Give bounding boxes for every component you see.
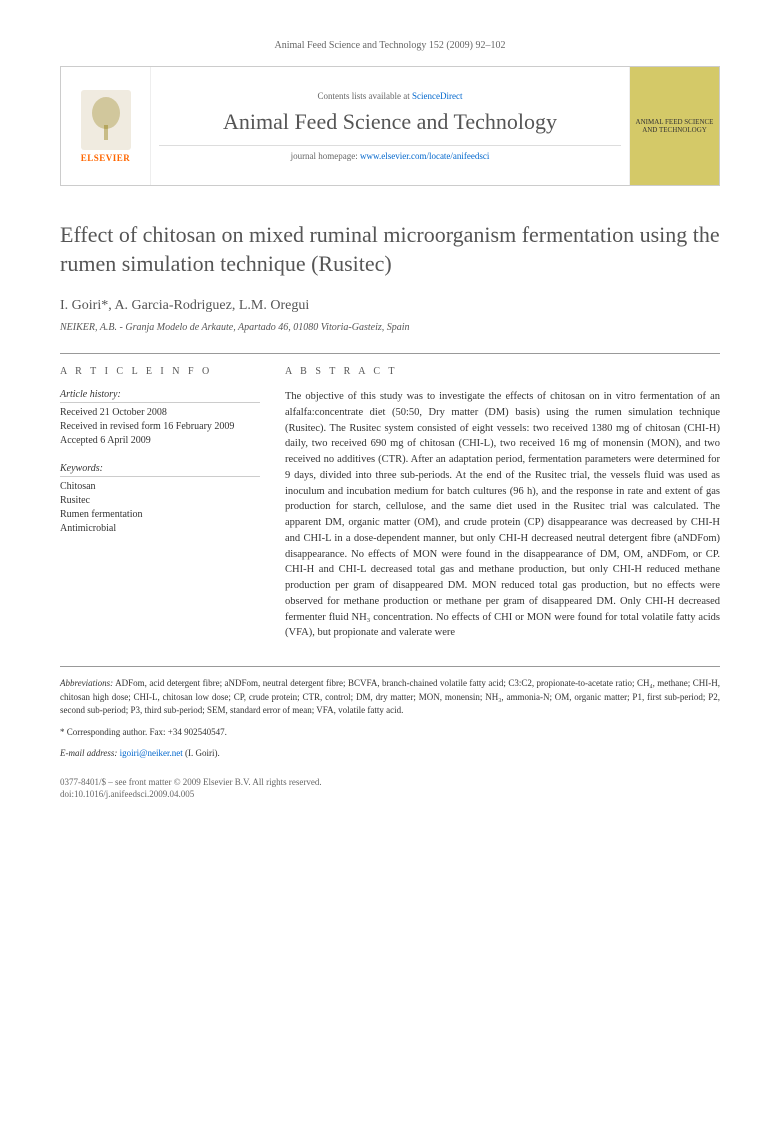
abbreviations-para: Abbreviations: ADFom, acid detergent fib…: [60, 677, 720, 718]
abstract-body: The objective of this study was to inves…: [285, 389, 720, 641]
footer-section: Abbreviations: ADFom, acid detergent fib…: [60, 666, 720, 801]
doi-line: doi:10.1016/j.anifeedsci.2009.04.005: [60, 788, 720, 801]
info-abstract-columns: A R T I C L E I N F O Article history: R…: [60, 366, 720, 641]
abstract-column: A B S T R A C T The objective of this st…: [285, 366, 720, 641]
homepage-prefix: journal homepage:: [291, 151, 360, 161]
keyword-2: Rusitec: [60, 494, 260, 508]
journal-name: Animal Feed Science and Technology: [223, 109, 557, 135]
journal-cover-thumbnail[interactable]: ANIMAL FEED SCIENCE AND TECHNOLOGY: [629, 67, 719, 185]
homepage-link[interactable]: www.elsevier.com/locate/anifeedsci: [360, 151, 489, 161]
corresponding-text: Fax: +34 902540547.: [150, 727, 227, 737]
journal-header-box: ELSEVIER Contents lists available at Sci…: [60, 66, 720, 186]
author-list: I. Goiri*, A. Garcia-Rodriguez, L.M. Ore…: [60, 298, 720, 314]
keywords-block: Keywords: Chitosan Rusitec Rumen ferment…: [60, 463, 260, 536]
section-divider: [60, 353, 720, 354]
publisher-name: ELSEVIER: [81, 153, 131, 163]
keyword-1: Chitosan: [60, 480, 260, 494]
corresponding-author-para: * Corresponding author. Fax: +34 9025405…: [60, 726, 720, 740]
copyright-line-1: 0377-8401/$ – see front matter © 2009 El…: [60, 776, 720, 789]
abbreviations-text: ADFom, acid detergent fibre; aNDFom, neu…: [60, 678, 720, 715]
corresponding-email-link[interactable]: igoiri@neiker.net: [120, 748, 183, 758]
journal-center-info: Contents lists available at ScienceDirec…: [151, 67, 629, 185]
history-line-2: Received in revised form 16 February 200…: [60, 420, 260, 434]
article-history-block: Article history: Received 21 October 200…: [60, 389, 260, 448]
history-label: Article history:: [60, 389, 260, 403]
affiliation: NEIKER, A.B. - Granja Modelo de Arkaute,…: [60, 322, 720, 333]
email-label: E-mail address:: [60, 748, 117, 758]
history-line-3: Accepted 6 April 2009: [60, 434, 260, 448]
email-para: E-mail address: igoiri@neiker.net (I. Go…: [60, 747, 720, 761]
sciencedirect-link[interactable]: ScienceDirect: [412, 91, 462, 101]
homepage-line: journal homepage: www.elsevier.com/locat…: [159, 145, 621, 161]
contents-available-line: Contents lists available at ScienceDirec…: [318, 91, 463, 101]
article-info-heading: A R T I C L E I N F O: [60, 366, 260, 377]
publisher-logo[interactable]: ELSEVIER: [61, 67, 151, 185]
keyword-4: Antimicrobial: [60, 522, 260, 536]
email-suffix: (I. Goiri).: [185, 748, 220, 758]
article-title: Effect of chitosan on mixed ruminal micr…: [60, 221, 720, 278]
abbreviations-label: Abbreviations:: [60, 678, 113, 688]
copyright-block: 0377-8401/$ – see front matter © 2009 El…: [60, 776, 720, 801]
cover-title-text: ANIMAL FEED SCIENCE AND TECHNOLOGY: [635, 118, 714, 134]
keyword-3: Rumen fermentation: [60, 508, 260, 522]
article-info-column: A R T I C L E I N F O Article history: R…: [60, 366, 260, 641]
history-line-1: Received 21 October 2008: [60, 406, 260, 420]
contents-prefix: Contents lists available at: [318, 91, 412, 101]
corresponding-label: * Corresponding author.: [60, 727, 147, 737]
keywords-label: Keywords:: [60, 463, 260, 477]
elsevier-tree-icon: [81, 90, 131, 150]
abstract-heading: A B S T R A C T: [285, 366, 720, 377]
header-citation: Animal Feed Science and Technology 152 (…: [60, 40, 720, 51]
